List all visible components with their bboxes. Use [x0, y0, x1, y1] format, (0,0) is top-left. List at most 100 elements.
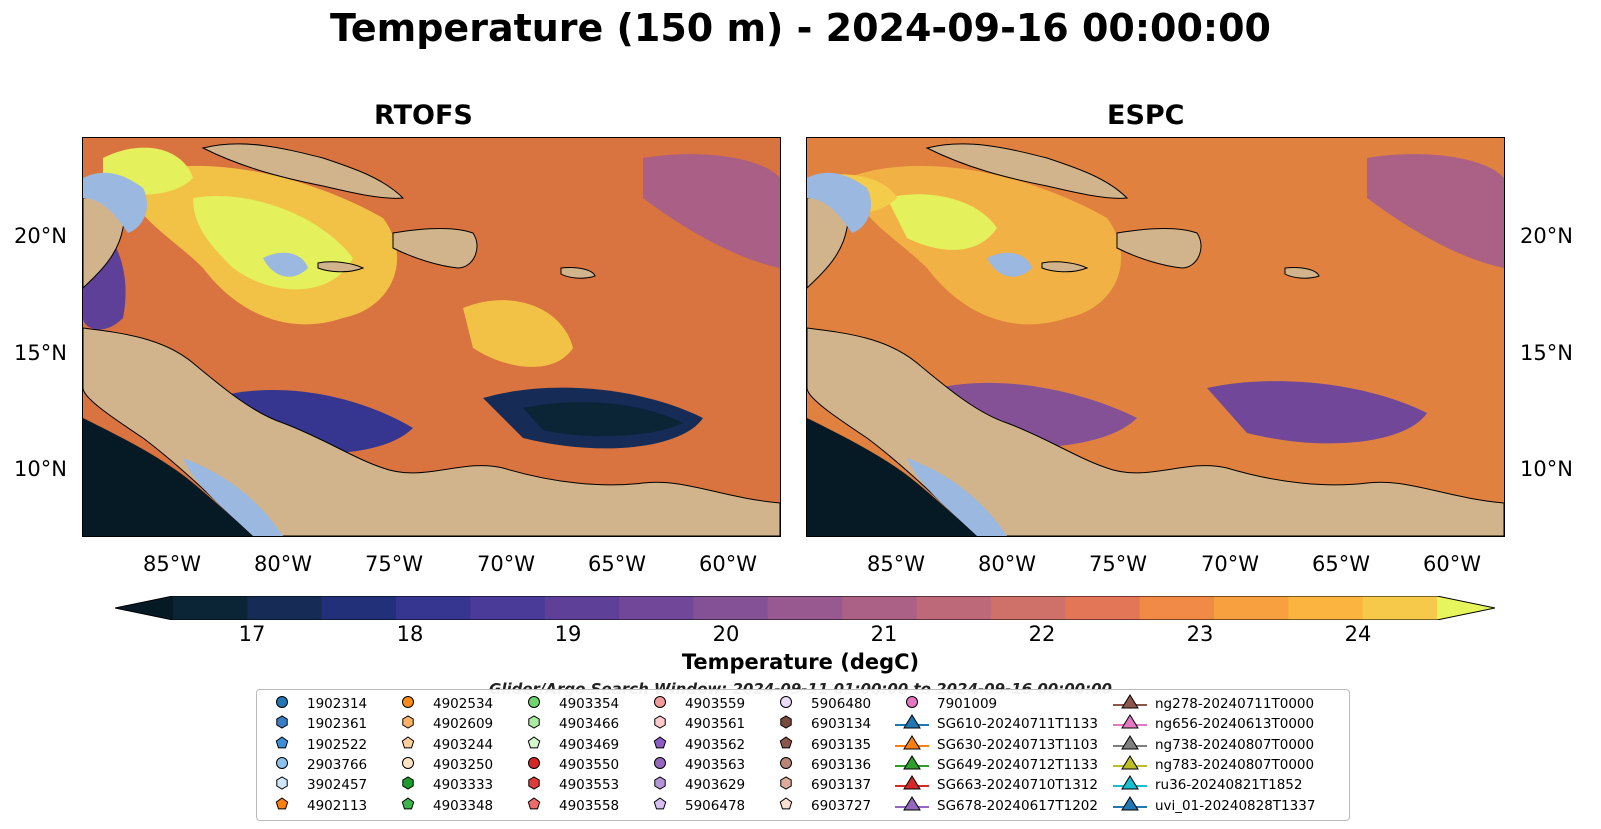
circle-marker-icon [517, 694, 559, 714]
legend-item: 7901009 [895, 694, 997, 714]
lon-tick-label: 75°W [1089, 552, 1147, 576]
legend-label: 3902457 [307, 777, 368, 794]
legend-item: SG649-20240712T1133 [895, 754, 1098, 775]
legend-label: 1902361 [307, 716, 368, 733]
legend-item: 5906480 [769, 694, 871, 714]
circle-marker-icon [769, 694, 811, 714]
legend-item: 6903135 [769, 735, 871, 755]
legend-label: 4903469 [559, 736, 620, 753]
colorbar-segment [247, 596, 323, 620]
pentagon-marker-icon [643, 735, 685, 755]
legend-label: 4903466 [559, 716, 620, 733]
lon-tick-label: 75°W [365, 552, 423, 576]
hexagon-marker-icon [265, 714, 307, 734]
colorbar-segment [1213, 596, 1289, 620]
legend-label: 6903136 [811, 756, 872, 773]
circle-marker-icon [391, 755, 433, 775]
legend-item: 4903563 [643, 755, 745, 775]
circle-marker-icon [517, 755, 559, 775]
legend-label: ru36-20240821T1852 [1155, 777, 1303, 794]
panel-title-espc: ESPC [1107, 100, 1185, 131]
legend-item: 5906478 [643, 796, 745, 816]
legend-label: 4903348 [433, 797, 494, 814]
legend-item: 4902113 [265, 796, 367, 816]
legend-label: 6903135 [811, 736, 872, 753]
legend-item: 4903562 [643, 735, 745, 755]
colorbar-tick-label: 19 [554, 622, 582, 646]
hexagon-marker-icon [769, 775, 811, 795]
map-panel-espc[interactable] [806, 137, 1505, 537]
legend-label: 4903550 [559, 756, 620, 773]
legend-label: uvi_01-20240828T1337 [1155, 797, 1316, 814]
circle-marker-icon [265, 694, 307, 714]
triangle-marker-icon [1113, 774, 1155, 796]
hexagon-marker-icon [391, 775, 433, 795]
legend-item: 4903466 [517, 714, 619, 734]
triangle-marker-icon [1113, 713, 1155, 735]
colorbar-segment [470, 596, 546, 620]
legend-item: uvi_01-20240828T1337 [1113, 795, 1316, 816]
colorbar-segment [544, 596, 620, 620]
legend-item: 6903136 [769, 755, 871, 775]
legend: 1902314 1902361 1902522 2903766 3902457 49021… [256, 689, 1350, 821]
legend-label: 4903354 [559, 696, 620, 712]
legend-label: 4903558 [559, 797, 620, 814]
colorbar-segment [693, 596, 769, 620]
colorbar-gradient [114, 595, 1496, 621]
legend-item: 4903553 [517, 775, 619, 795]
colorbar-segment [1139, 596, 1215, 620]
pentagon-marker-icon [517, 735, 559, 755]
lon-tick-label: 85°W [143, 552, 201, 576]
legend-label: 4903244 [433, 736, 494, 753]
legend-item: 4902534 [391, 694, 493, 714]
colorbar-tick-label: 21 [870, 622, 898, 646]
lat-tick-label: 10°N [14, 457, 67, 481]
legend-item: ng738-20240807T0000 [1113, 734, 1314, 755]
colorbar-tick-label: 23 [1186, 622, 1214, 646]
legend-item: 4903354 [517, 694, 619, 714]
pentagon-marker-icon [769, 796, 811, 816]
legend-label: 1902314 [307, 696, 368, 712]
colorbar-tick-label: 17 [238, 622, 266, 646]
legend-item: 4903348 [391, 796, 493, 816]
circle-marker-icon [643, 694, 685, 714]
legend-item: ng278-20240711T0000 [1113, 694, 1314, 714]
legend-label: 4903553 [559, 777, 620, 794]
legend-item: SG663-20240710T1312 [895, 775, 1098, 795]
legend-item: 4903333 [391, 775, 493, 795]
legend-label: 4902113 [307, 797, 368, 814]
pentagon-marker-icon [517, 796, 559, 816]
colorbar-segment [842, 596, 918, 620]
colorbar-tick-label: 20 [712, 622, 740, 646]
legend-label: 6903137 [811, 777, 872, 794]
colorbar-tick-label: 22 [1028, 622, 1056, 646]
colorbar-segment [990, 596, 1066, 620]
lon-tick-label: 65°W [1312, 552, 1370, 576]
lon-tick-label: 80°W [254, 552, 312, 576]
legend-item: 3902457 [265, 775, 367, 795]
legend-label: 6903727 [811, 797, 872, 814]
colorbar-segment [1065, 596, 1141, 620]
legend-label: 4902534 [433, 696, 494, 712]
triangle-marker-icon [895, 734, 937, 756]
hexagon-marker-icon [391, 714, 433, 734]
map-panel-rtofs[interactable] [82, 137, 781, 537]
panel-title-rtofs: RTOFS [374, 100, 473, 131]
legend-label: 4903333 [433, 777, 494, 794]
hexagon-marker-icon [517, 714, 559, 734]
legend-label: 4903250 [433, 756, 494, 773]
legend-item: 4903559 [643, 694, 745, 714]
legend-label: 4903562 [685, 736, 746, 753]
legend-label: 5906480 [811, 696, 872, 712]
circle-marker-icon [391, 694, 433, 714]
legend-item: ru36-20240821T1852 [1113, 775, 1302, 795]
lat-tick-label: 15°N [14, 341, 67, 365]
figure-title: Temperature (150 m) - 2024-09-16 00:00:0… [329, 6, 1271, 50]
legend-item: 1902361 [265, 714, 367, 734]
triangle-marker-icon [895, 774, 937, 796]
pentagon-marker-icon [265, 735, 307, 755]
legend-label: 5906478 [685, 797, 746, 814]
legend-label: 4903559 [685, 696, 746, 712]
colorbar-segment [767, 596, 843, 620]
colorbar-segment [1288, 596, 1364, 620]
